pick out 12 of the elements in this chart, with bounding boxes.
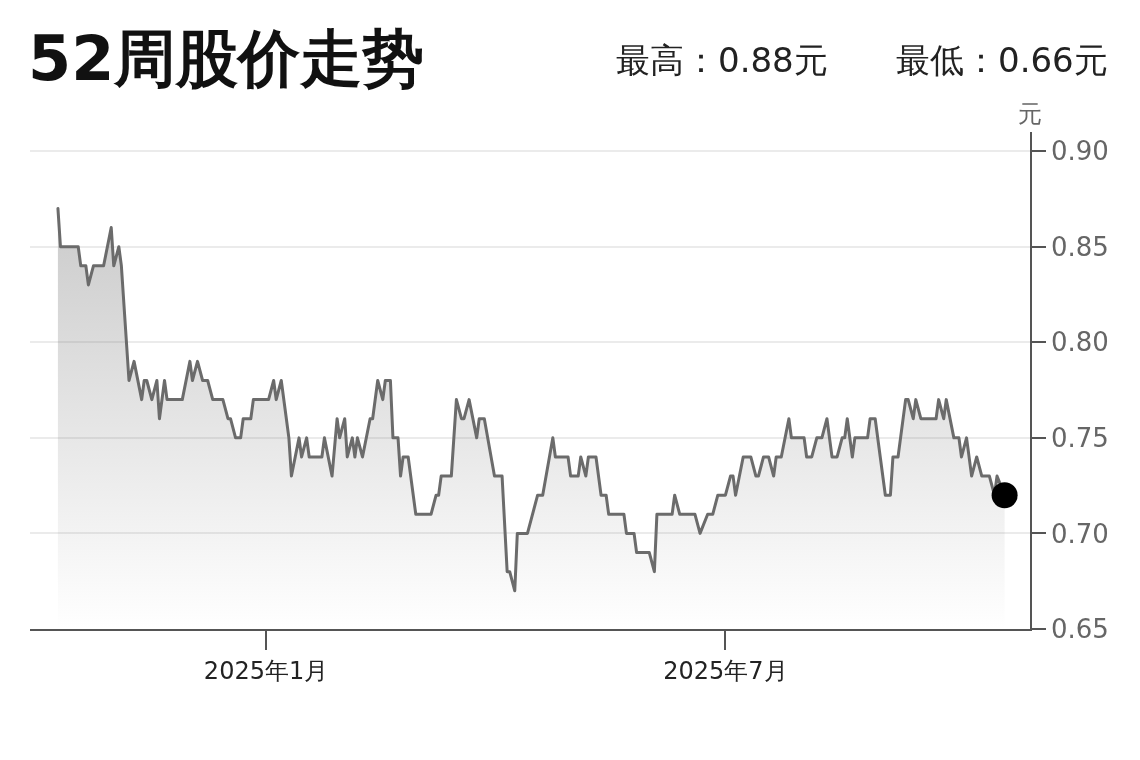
chart-title: 52周股价走势 (28, 21, 425, 95)
y-axis-title: 元 (1018, 100, 1042, 128)
y-tick-label: 0.90 (1050, 136, 1109, 167)
y-tick-label: 0.80 (1050, 327, 1109, 358)
text: 最高：0.88元 (616, 40, 828, 80)
y-tick-label: 0.75 (1050, 422, 1109, 453)
x-tick-label: 2025年1月 (203, 656, 329, 685)
text: 最低：0.66元 (896, 40, 1108, 80)
y-tick-label: 0.70 (1050, 518, 1109, 549)
y-tick-label: 0.65 (1050, 614, 1109, 645)
y-tick-label: 0.85 (1050, 231, 1109, 262)
x-tick-label: 2025年7月 (663, 656, 788, 685)
